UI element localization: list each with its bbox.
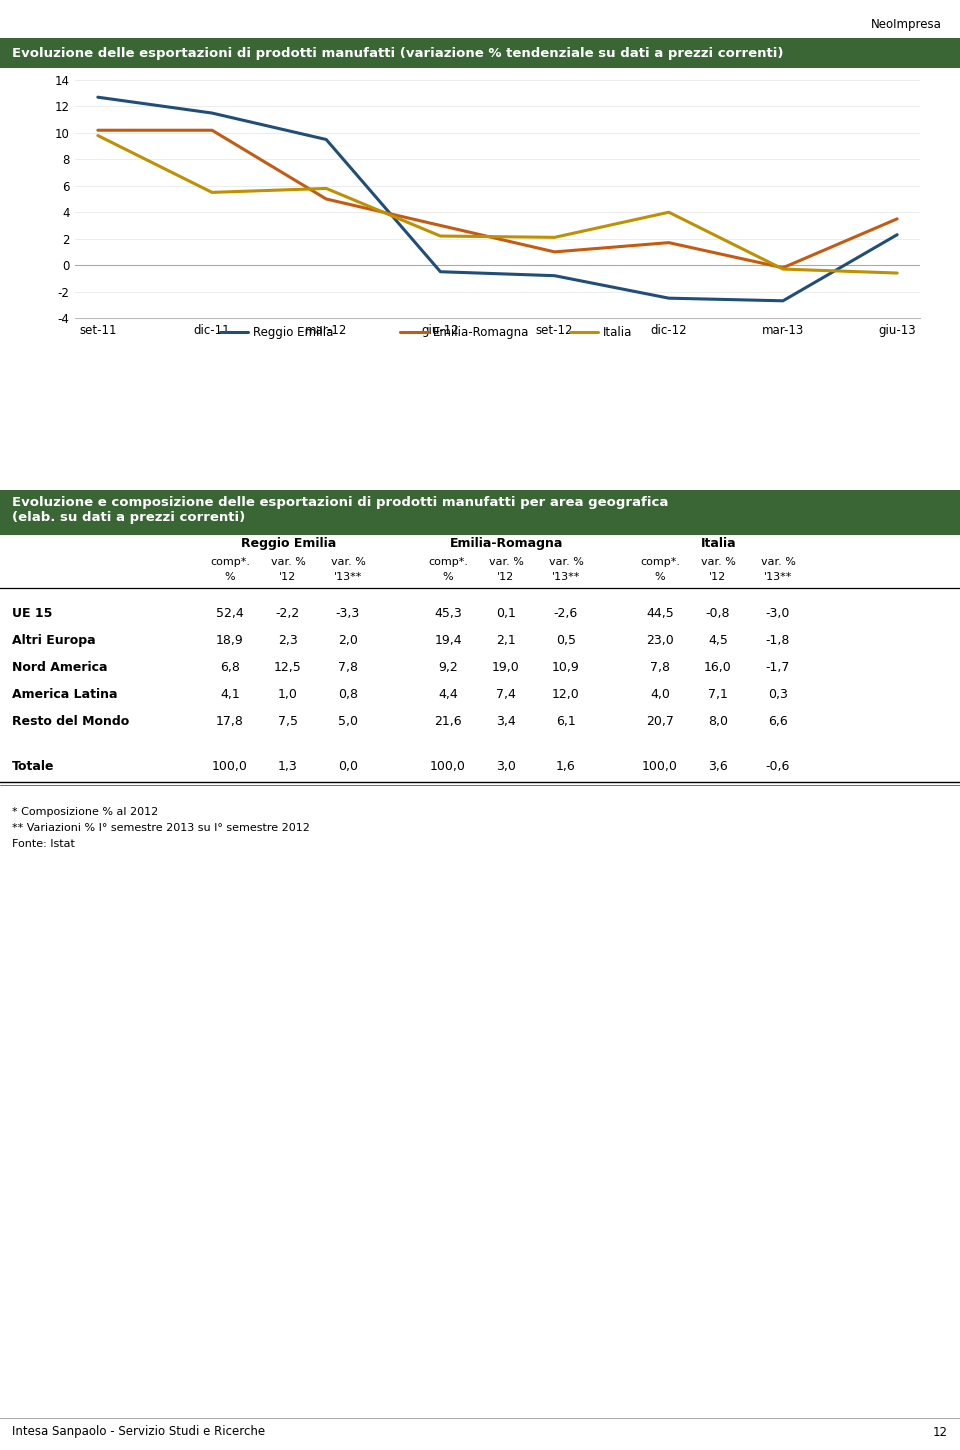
Text: ** Variazioni % I° semestre 2013 su I° semestre 2012: ** Variazioni % I° semestre 2013 su I° s… xyxy=(12,824,310,834)
Text: -3,0: -3,0 xyxy=(766,608,790,621)
Text: %: % xyxy=(443,571,453,581)
Text: 45,3: 45,3 xyxy=(434,608,462,621)
Text: 9,2: 9,2 xyxy=(438,661,458,674)
Text: '12: '12 xyxy=(497,571,515,581)
Text: Reggio Emilia: Reggio Emilia xyxy=(241,536,337,550)
Text: 2,3: 2,3 xyxy=(278,634,298,647)
Text: Italia: Italia xyxy=(701,536,737,550)
Text: Evoluzione delle esportazioni di prodotti manufatti (variazione % tendenziale su: Evoluzione delle esportazioni di prodott… xyxy=(12,46,783,59)
Text: -2,6: -2,6 xyxy=(554,608,578,621)
Text: -1,7: -1,7 xyxy=(766,661,790,674)
Text: 0,1: 0,1 xyxy=(496,608,516,621)
Text: var. %: var. % xyxy=(701,557,735,567)
Bar xyxy=(0,38,960,68)
Text: 21,6: 21,6 xyxy=(434,715,462,728)
Text: '12: '12 xyxy=(279,571,297,581)
Text: 17,8: 17,8 xyxy=(216,715,244,728)
Text: 12,5: 12,5 xyxy=(275,661,301,674)
Text: Nord America: Nord America xyxy=(12,661,108,674)
Bar xyxy=(0,490,960,535)
Text: 4,5: 4,5 xyxy=(708,634,728,647)
Text: 1,0: 1,0 xyxy=(278,689,298,700)
Text: 100,0: 100,0 xyxy=(430,760,466,773)
Text: 1,3: 1,3 xyxy=(278,760,298,773)
Text: 7,5: 7,5 xyxy=(278,715,298,728)
Text: 5,0: 5,0 xyxy=(338,715,358,728)
Text: 3,6: 3,6 xyxy=(708,760,728,773)
Text: 2,1: 2,1 xyxy=(496,634,516,647)
Text: '12: '12 xyxy=(709,571,727,581)
Text: %: % xyxy=(655,571,665,581)
Text: %: % xyxy=(225,571,235,581)
Text: -2,2: -2,2 xyxy=(276,608,300,621)
Text: 10,9: 10,9 xyxy=(552,661,580,674)
Text: 6,6: 6,6 xyxy=(768,715,788,728)
Text: Totale: Totale xyxy=(12,760,55,773)
Text: var. %: var. % xyxy=(548,557,584,567)
Text: 0,5: 0,5 xyxy=(556,634,576,647)
Text: (elab. su dati a prezzi correnti): (elab. su dati a prezzi correnti) xyxy=(12,510,245,523)
Text: 18,9: 18,9 xyxy=(216,634,244,647)
Text: 16,0: 16,0 xyxy=(704,661,732,674)
Text: 20,7: 20,7 xyxy=(646,715,674,728)
Text: 19,0: 19,0 xyxy=(492,661,520,674)
Text: 0,8: 0,8 xyxy=(338,689,358,700)
Text: comp*.: comp*. xyxy=(210,557,250,567)
Text: 4,1: 4,1 xyxy=(220,689,240,700)
Text: 52,4: 52,4 xyxy=(216,608,244,621)
Text: Italia: Italia xyxy=(603,325,633,338)
Text: Intesa Sanpaolo - Servizio Studi e Ricerche: Intesa Sanpaolo - Servizio Studi e Ricer… xyxy=(12,1425,265,1438)
Text: 100,0: 100,0 xyxy=(642,760,678,773)
Text: 7,4: 7,4 xyxy=(496,689,516,700)
Text: -3,3: -3,3 xyxy=(336,608,360,621)
Text: Reggio Emilia: Reggio Emilia xyxy=(253,325,333,338)
Text: 7,8: 7,8 xyxy=(650,661,670,674)
Text: 7,8: 7,8 xyxy=(338,661,358,674)
Text: -0,8: -0,8 xyxy=(706,608,731,621)
Text: '13**: '13** xyxy=(764,571,792,581)
Text: 2,0: 2,0 xyxy=(338,634,358,647)
Text: Fonte: Istat: Fonte: Istat xyxy=(12,840,75,850)
Text: var. %: var. % xyxy=(330,557,366,567)
Text: comp*.: comp*. xyxy=(640,557,680,567)
Text: Evoluzione e composizione delle esportazioni di prodotti manufatti per area geog: Evoluzione e composizione delle esportaz… xyxy=(12,496,668,509)
Text: 1,6: 1,6 xyxy=(556,760,576,773)
Text: 8,0: 8,0 xyxy=(708,715,728,728)
Text: 3,4: 3,4 xyxy=(496,715,516,728)
Text: 3,0: 3,0 xyxy=(496,760,516,773)
Text: 4,0: 4,0 xyxy=(650,689,670,700)
Text: 6,1: 6,1 xyxy=(556,715,576,728)
Text: 23,0: 23,0 xyxy=(646,634,674,647)
Text: '13**: '13** xyxy=(552,571,580,581)
Text: 12,0: 12,0 xyxy=(552,689,580,700)
Text: 7,1: 7,1 xyxy=(708,689,728,700)
Text: var. %: var. % xyxy=(489,557,523,567)
Text: 100,0: 100,0 xyxy=(212,760,248,773)
Text: var. %: var. % xyxy=(760,557,796,567)
Text: NeoImpresa: NeoImpresa xyxy=(871,17,942,30)
Text: comp*.: comp*. xyxy=(428,557,468,567)
Text: UE 15: UE 15 xyxy=(12,608,53,621)
Text: -0,6: -0,6 xyxy=(766,760,790,773)
Text: var. %: var. % xyxy=(271,557,305,567)
Text: 4,4: 4,4 xyxy=(438,689,458,700)
Text: 12: 12 xyxy=(933,1425,948,1438)
Text: 0,0: 0,0 xyxy=(338,760,358,773)
Text: Emilia-Romagna: Emilia-Romagna xyxy=(433,325,529,338)
Text: Emilia-Romagna: Emilia-Romagna xyxy=(450,536,564,550)
Text: 0,3: 0,3 xyxy=(768,689,788,700)
Text: '13**: '13** xyxy=(334,571,362,581)
Text: Resto del Mondo: Resto del Mondo xyxy=(12,715,130,728)
Text: 6,8: 6,8 xyxy=(220,661,240,674)
Text: 44,5: 44,5 xyxy=(646,608,674,621)
Text: 19,4: 19,4 xyxy=(434,634,462,647)
Text: -1,8: -1,8 xyxy=(766,634,790,647)
Text: America Latina: America Latina xyxy=(12,689,117,700)
Text: Altri Europa: Altri Europa xyxy=(12,634,96,647)
Text: * Composizione % al 2012: * Composizione % al 2012 xyxy=(12,808,158,818)
